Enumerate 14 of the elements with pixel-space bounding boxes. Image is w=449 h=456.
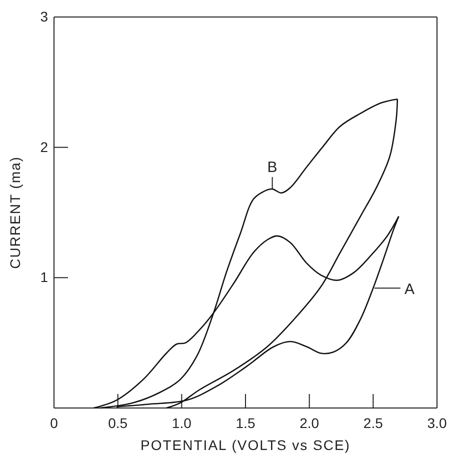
y-tick-label: 1: [40, 269, 48, 286]
y-tick-label: 3: [40, 8, 48, 24]
x-axis-title: POTENTIAL (VOLTS vs SCE): [140, 437, 350, 453]
x-tick-label: 1.5: [236, 414, 256, 431]
annotation: A: [404, 281, 414, 298]
x-tick-label: 2.5: [363, 414, 384, 431]
y-tick-label: 2: [40, 138, 48, 155]
x-tick-label: 3.0: [427, 414, 447, 431]
x-tick-label: 0: [50, 414, 58, 431]
x-tick-label: 1.0: [172, 414, 192, 431]
y-axis-title: CURRENT (ma): [7, 156, 23, 269]
annotation: B: [267, 159, 278, 176]
x-tick-label: 0.5: [108, 414, 128, 431]
x-tick-label: 2.0: [300, 414, 320, 431]
